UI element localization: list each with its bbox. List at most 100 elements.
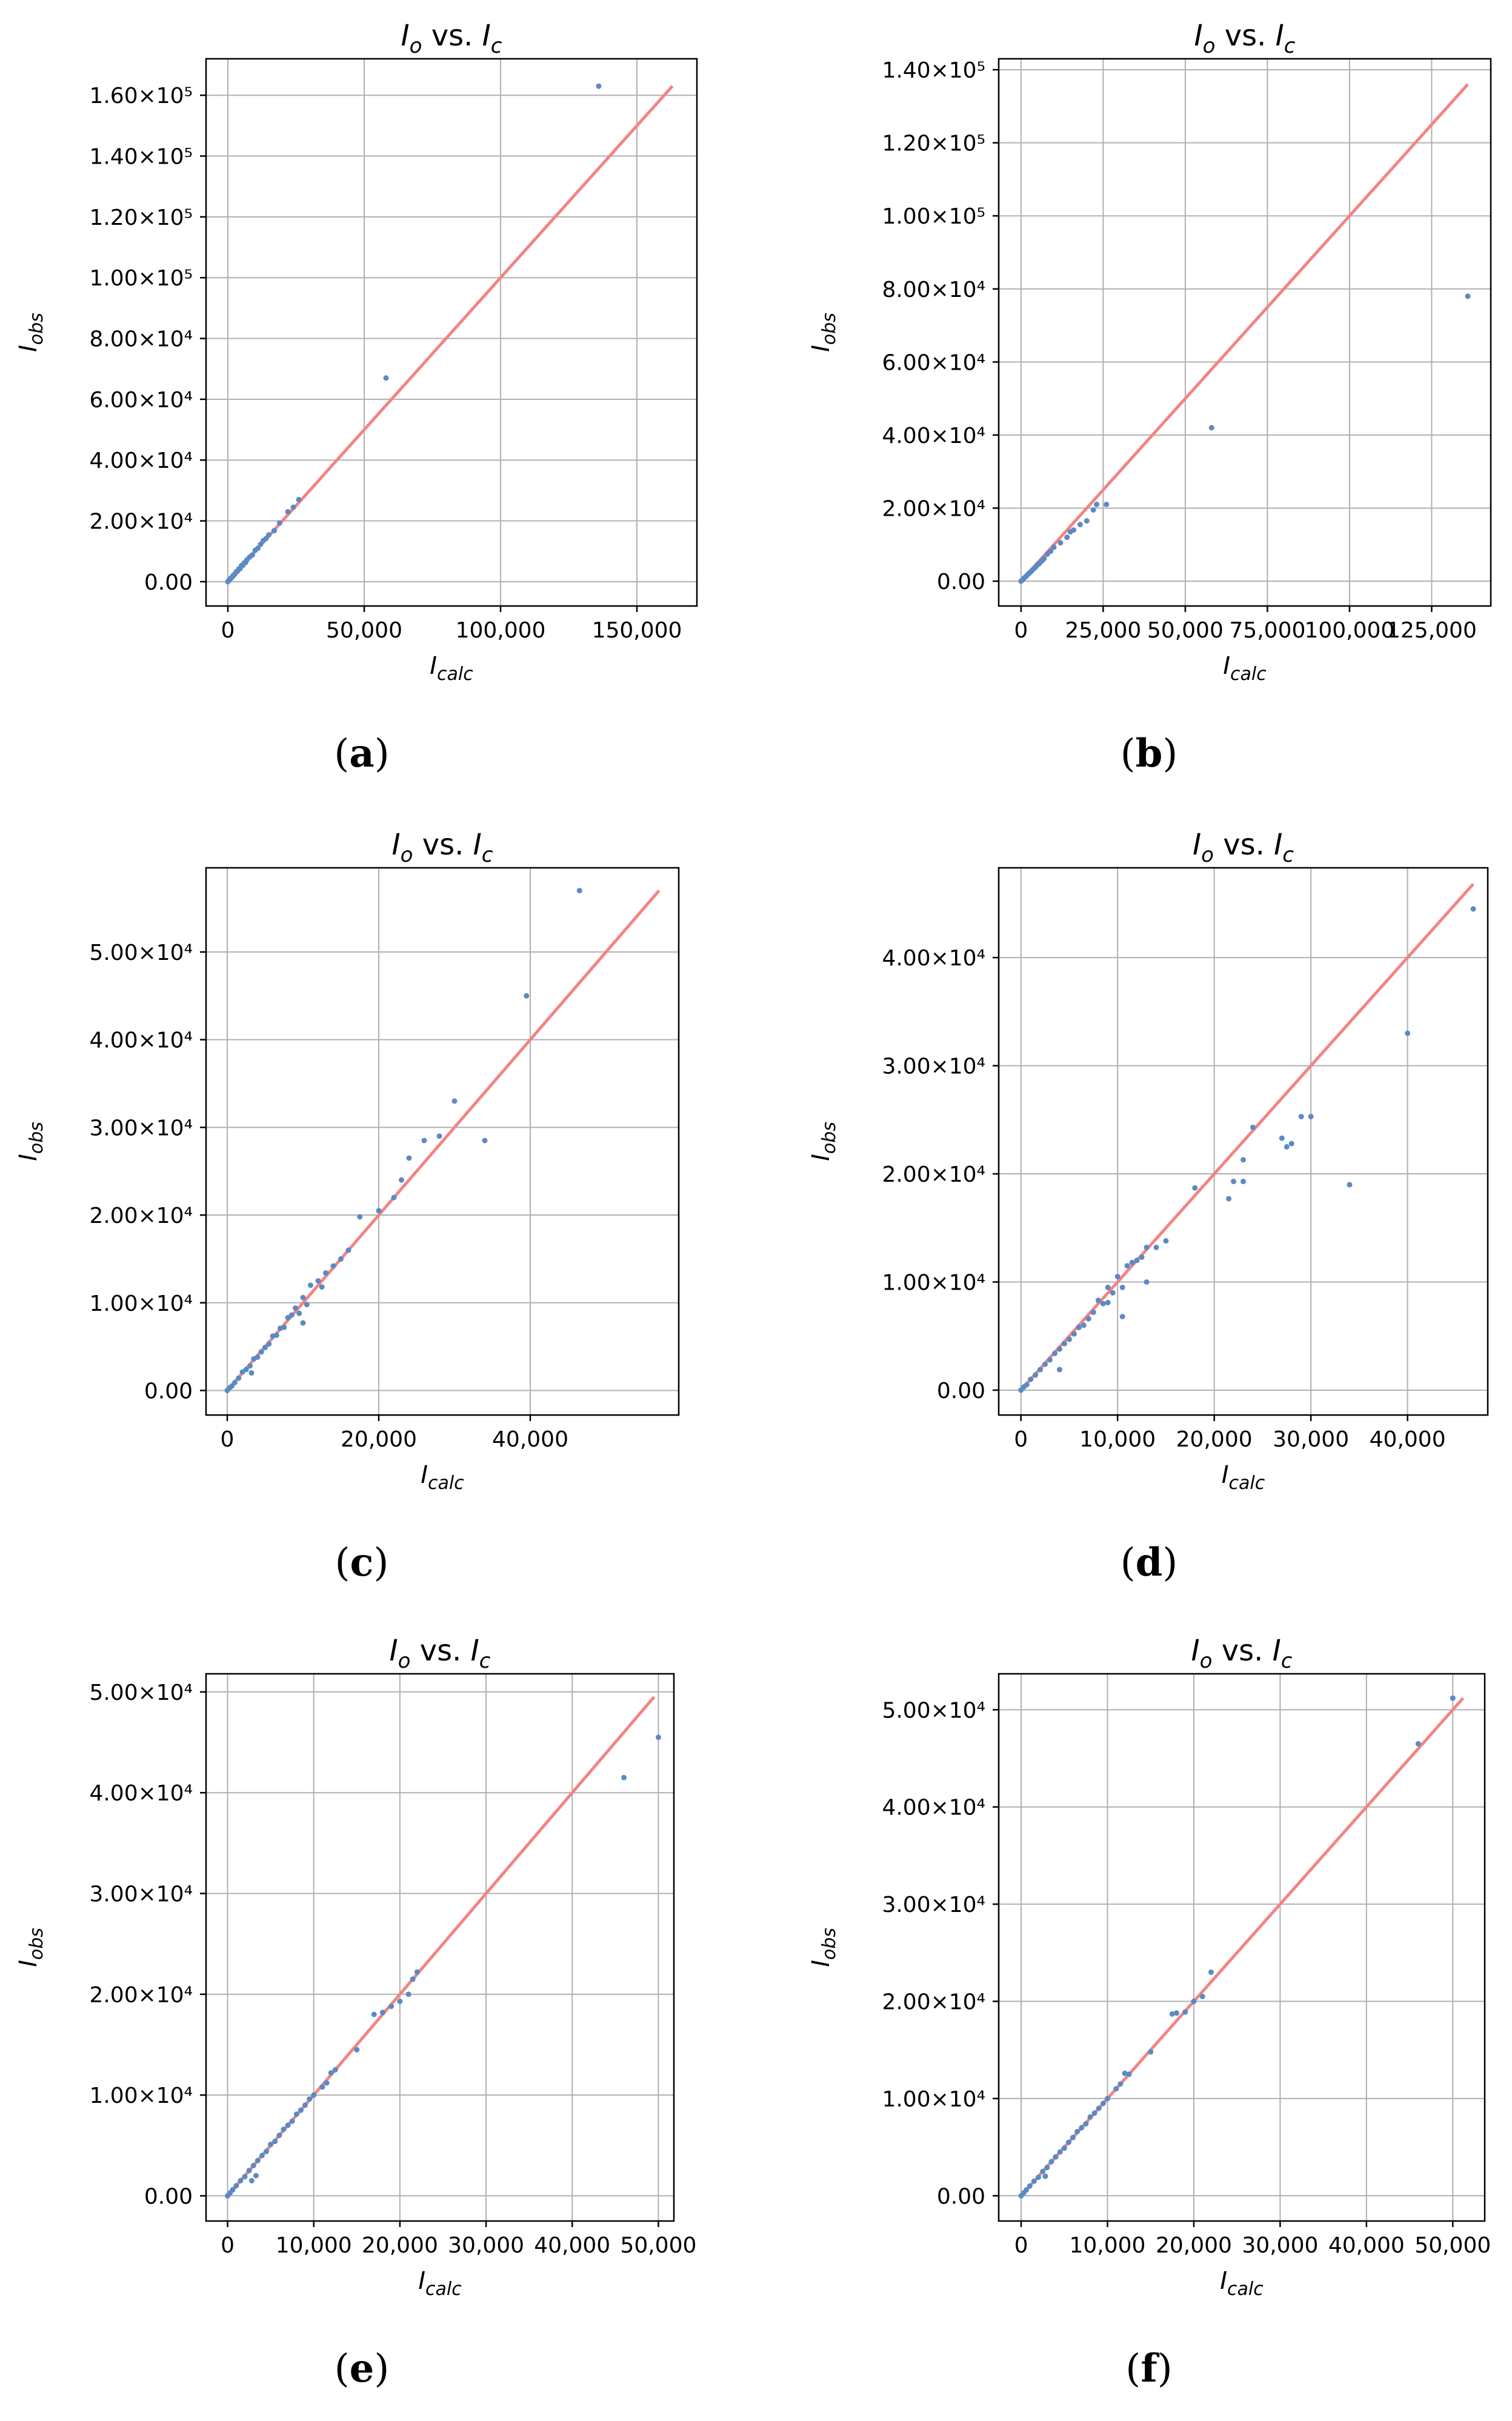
data-point	[250, 2163, 256, 2169]
data-point	[285, 2122, 291, 2128]
data-point	[376, 1208, 382, 1214]
data-point	[285, 508, 291, 515]
x-axis-label: Icalc	[430, 652, 473, 685]
data-point	[1047, 1357, 1053, 1363]
y-axis-label-sub: obs	[819, 313, 840, 345]
x-axis-label-main: I	[1220, 2267, 1227, 2295]
title-part-title-second: I	[1273, 1634, 1281, 1668]
data-point	[324, 2080, 330, 2086]
data-point	[319, 2084, 325, 2090]
data-point	[1129, 1259, 1135, 1265]
x-tick-label: 20,000	[362, 2233, 438, 2258]
data-point	[1083, 2121, 1089, 2127]
data-point	[264, 2148, 270, 2154]
data-point	[482, 1137, 488, 1144]
panel-label-open: (	[335, 2346, 350, 2391]
data-point	[1100, 2100, 1106, 2106]
data-point	[1415, 1740, 1421, 1747]
panel-label-close: )	[374, 2346, 389, 2391]
panel-d: 0 10,000 20,000 30,000 40,000 0.00 1.00×10⁴ 2.0…	[807, 828, 1489, 1585]
data-point	[1024, 1382, 1030, 1388]
data-point	[296, 496, 302, 502]
data-point	[1119, 1284, 1125, 1290]
data-point	[1087, 2114, 1093, 2120]
y-axis-label-main: I	[15, 345, 42, 352]
data-point	[399, 1177, 404, 1183]
y-tick-label: 2.00×10⁴	[89, 1983, 193, 2008]
x-tick-label: 0	[221, 1427, 235, 1452]
data-point	[1122, 2070, 1128, 2076]
data-point	[1079, 2125, 1085, 2131]
data-point	[345, 1247, 351, 1253]
data-point	[1048, 548, 1054, 554]
data-point	[1084, 518, 1090, 524]
data-point	[1042, 2173, 1048, 2179]
reference-line	[1020, 83, 1469, 582]
data-point	[655, 1734, 661, 1740]
data-point	[1113, 2086, 1119, 2092]
data-point	[1134, 1257, 1140, 1264]
data-point	[1104, 501, 1110, 507]
y-tick-label: 1.20×10⁵	[89, 205, 193, 230]
data-point	[1191, 1999, 1197, 2005]
title-part-title-second: I	[1274, 828, 1282, 862]
data-point	[319, 1284, 325, 1290]
title-part-title-second: I	[482, 19, 491, 53]
chart-title: Io vs. Ic	[1194, 19, 1295, 58]
y-tick-label: 3.00×10⁴	[89, 1882, 193, 1907]
data-point	[1288, 1141, 1294, 1147]
x-tick-label: 30,000	[1273, 1427, 1349, 1452]
data-point	[1144, 1244, 1150, 1250]
data-point	[285, 1314, 291, 1320]
data-point	[1226, 1196, 1232, 1202]
x-tick-label: 0	[221, 618, 235, 643]
title-part-title-main-sub: o	[398, 1649, 411, 1673]
data-point	[451, 1098, 458, 1104]
panel-label-open: (	[1121, 731, 1136, 776]
data-point	[1231, 1179, 1237, 1185]
y-tick-label: 1.00×10⁵	[89, 266, 193, 291]
panel-label-close: )	[1162, 1540, 1177, 1585]
data-point	[1070, 2134, 1076, 2140]
data-point	[1065, 2139, 1071, 2145]
data-point	[323, 1270, 328, 1276]
y-tick-label: 0.00	[937, 1379, 985, 1404]
y-tick-label: 2.00×10⁴	[89, 510, 193, 534]
x-axis-label-sub: calc	[428, 1473, 464, 1494]
x-tick-label: 20,000	[341, 1427, 417, 1452]
data-point	[1061, 1340, 1067, 1347]
data-point	[405, 1991, 411, 1997]
x-tick-label: 40,000	[492, 1427, 568, 1452]
x-axis-label: Icalc	[1222, 1461, 1265, 1494]
data-point	[1144, 1279, 1150, 1285]
y-tick-label: 1.20×10⁵	[882, 132, 985, 156]
panel-label-open: (	[335, 1540, 350, 1585]
data-point	[1241, 1157, 1246, 1163]
data-point	[1182, 2009, 1188, 2015]
panel-label: (b)	[1121, 731, 1178, 776]
x-tick-label: 50,000	[1414, 2233, 1491, 2258]
panel-label-close: )	[373, 1540, 388, 1585]
data-point	[1027, 2183, 1033, 2189]
data-point	[1037, 1367, 1044, 1373]
panel-label-open: (	[1121, 1540, 1136, 1585]
title-part-title-second-sub: c	[1281, 1649, 1293, 1673]
y-tick-label: 1.40×10⁵	[882, 58, 985, 83]
data-point	[1096, 2105, 1102, 2111]
y-tick-label: 4.00×10⁴	[882, 1796, 985, 1820]
x-tick-label: 0	[1014, 618, 1028, 643]
data-point	[1041, 556, 1047, 562]
title-part-title-vs: vs.	[1214, 828, 1274, 862]
data-point	[1071, 527, 1077, 533]
data-point	[1163, 1238, 1169, 1244]
title-part-title-vs: vs.	[422, 19, 482, 53]
panel-label-open: (	[1125, 2346, 1141, 2391]
y-tick-label: 8.00×10⁴	[882, 278, 985, 302]
data-point	[1074, 2128, 1081, 2134]
data-point	[1066, 1336, 1072, 1342]
data-point	[1033, 1372, 1039, 1378]
data-point	[262, 1345, 268, 1351]
title-part-title-vs: vs.	[410, 1634, 470, 1668]
y-tick-label: 1.60×10⁵	[89, 84, 193, 108]
